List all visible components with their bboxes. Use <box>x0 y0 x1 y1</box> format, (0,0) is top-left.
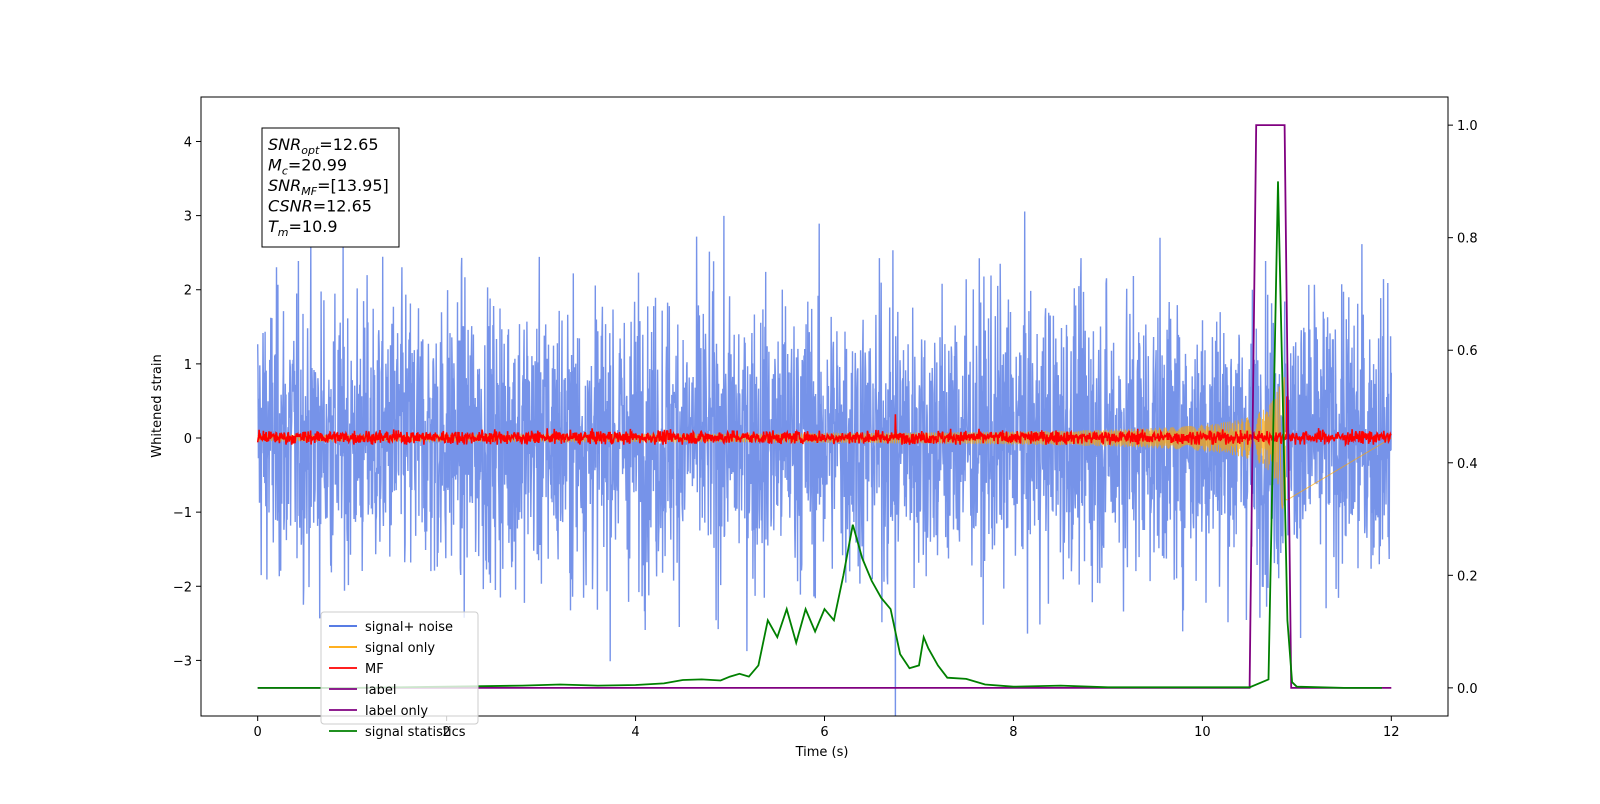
y-tick-label: 4 <box>184 135 192 150</box>
y2-tick-label: 0.6 <box>1457 344 1478 359</box>
annotation-line: Tm=10.9 <box>268 217 338 239</box>
x-tick-label: 10 <box>1194 725 1211 740</box>
x-tick-label: 4 <box>631 725 639 740</box>
y2-tick-label: 0.4 <box>1457 457 1478 472</box>
y2-axis-right: 0.0 0.2 0.4 0.6 0.8 1.0 <box>1448 119 1478 697</box>
y-tick-label: −1 <box>173 506 192 521</box>
annotation-line: CSNR=12.65 <box>268 197 372 216</box>
legend-label: signal statistics <box>365 725 466 740</box>
stats-annotation-box: SNRopt=12.65Mc=20.99SNRMF=[13.95]CSNR=12… <box>261 127 400 248</box>
y2-tick-label: 0.8 <box>1457 232 1478 247</box>
annotation-line: SNRopt=12.65 <box>268 135 379 157</box>
series-mf <box>256 396 1392 447</box>
x-tick-label: 12 <box>1383 725 1400 740</box>
x-tick-label: 2 <box>442 725 450 740</box>
y-tick-label: 1 <box>184 358 192 373</box>
legend-label: label only <box>365 704 428 719</box>
legend-label: signal+ noise <box>365 620 453 635</box>
legend-label: label <box>365 683 396 698</box>
y-axis-label: Whitened strain <box>150 354 165 457</box>
annotation-box <box>261 127 400 248</box>
legend-box <box>320 611 479 725</box>
x-tick-label: 8 <box>1009 725 1017 740</box>
annotation-line: Mc=20.99 <box>268 156 347 178</box>
legend: signal+ noise signal only MF label label onl… <box>320 611 479 740</box>
annotation-line: SNRMF=[13.95] <box>268 176 389 198</box>
y2-tick-label: 1.0 <box>1457 119 1478 134</box>
legend-label: MF <box>365 662 384 677</box>
y-tick-label: −3 <box>173 654 192 669</box>
plot-area <box>256 124 1392 716</box>
y2-tick-label: 0.0 <box>1457 682 1478 697</box>
x-axis-label: Time (s) <box>795 745 849 760</box>
y-tick-label: 2 <box>184 284 192 299</box>
x-tick-label: 0 <box>254 725 262 740</box>
series-label <box>257 124 1392 689</box>
y-tick-label: −2 <box>173 580 192 595</box>
y-axis: −3 −2 −1 0 1 2 3 4 <box>173 135 201 669</box>
y2-tick-label: 0.2 <box>1457 569 1478 584</box>
series-signal-statistics <box>257 181 1382 689</box>
legend-label: signal only <box>365 641 435 656</box>
y-tick-label: 3 <box>184 210 192 225</box>
x-tick-label: 6 <box>820 725 828 740</box>
y-tick-label: 0 <box>184 432 192 447</box>
